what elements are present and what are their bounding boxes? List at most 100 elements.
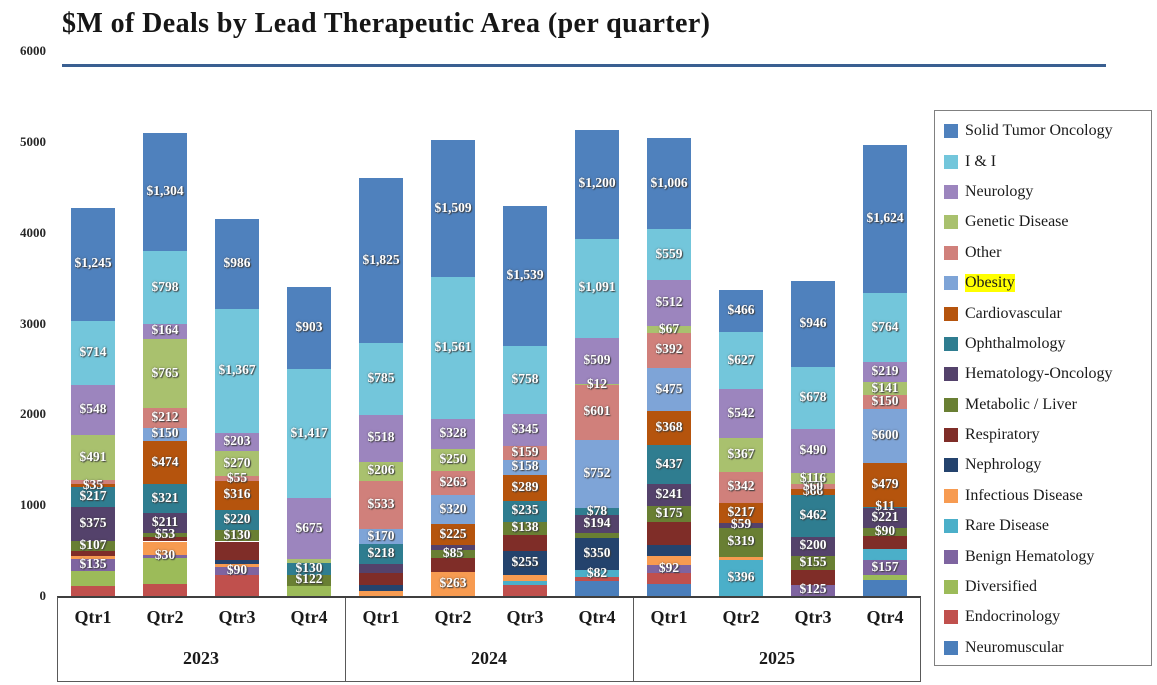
- bar-segment: [863, 463, 907, 507]
- bar-segment: [575, 385, 619, 440]
- bar-segment: [647, 544, 691, 556]
- bar-segment: [143, 555, 187, 558]
- segment-value-label: $375: [79, 514, 107, 530]
- bar-segment: [431, 524, 475, 545]
- bar-segment: [359, 584, 403, 591]
- bar-segment: [575, 337, 619, 384]
- y-axis-tick-label: 0: [39, 588, 47, 603]
- segment-value-label: $509: [583, 351, 611, 367]
- bar-segment: [143, 251, 187, 324]
- legend-item-endocrinology: Endocrinology: [935, 602, 1151, 632]
- bar-segment: [359, 572, 403, 585]
- bar-segment: [431, 572, 475, 596]
- legend-label: Diversified: [965, 578, 1037, 596]
- legend-item-diversified: Diversified: [935, 572, 1151, 602]
- bar-segment: [71, 506, 115, 541]
- y-axis-tick-label: 1000: [20, 497, 46, 513]
- legend-item-neuromuscular: Neuromuscular: [935, 633, 1151, 663]
- bar-segment: [215, 529, 259, 542]
- x-axis-quarter-label: Qtr4: [578, 607, 616, 627]
- segment-value-label: $122: [295, 571, 323, 587]
- chart-legend: Solid Tumor Oncology I & I Neurology Geneti…: [934, 110, 1152, 666]
- bar-segment: [791, 367, 835, 429]
- bar-segment: [647, 444, 691, 485]
- x-axis-quarter-label: Qtr1: [362, 607, 400, 627]
- bar-segment: [215, 481, 259, 510]
- segment-value-label: $437: [655, 455, 683, 471]
- bar-segment: [863, 527, 907, 536]
- bar-segment: [71, 385, 115, 436]
- bar-segment: [71, 487, 115, 507]
- segment-value-label: $66: [802, 483, 824, 499]
- bar-segment: [575, 238, 619, 338]
- bar-segment: [143, 541, 187, 556]
- segment-value-label: $479: [871, 475, 899, 491]
- segment-value-label: $220: [223, 510, 251, 526]
- segment-value-label: $85: [442, 544, 464, 560]
- bar-segment: [503, 474, 547, 501]
- bar-segment: [287, 563, 331, 575]
- segment-value-label: $316: [223, 486, 251, 502]
- segment-value-label: $518: [367, 429, 395, 445]
- y-axis-tick-label: 2000: [20, 406, 46, 422]
- bar-segment: [503, 445, 547, 461]
- bar-segment: [359, 461, 403, 481]
- legend-item-metabolic-liver: Metabolic / Liver: [935, 390, 1151, 420]
- bar-segment: [575, 129, 619, 239]
- segment-value-label: $90: [874, 522, 896, 538]
- bar-segment: [647, 411, 691, 445]
- bar-segment: [503, 534, 547, 552]
- bar-segment: [863, 507, 907, 528]
- legend-swatch-icon: [944, 519, 958, 534]
- x-axis-year-label: 2023: [183, 648, 219, 668]
- y-axis-tick-label: 3000: [20, 315, 46, 331]
- bar-segment: [215, 563, 259, 567]
- segment-value-label: $159: [511, 443, 539, 459]
- bar-segment: [575, 538, 619, 570]
- bar-segment: [791, 489, 835, 496]
- bar-segment: [359, 528, 403, 545]
- bar-segment: [143, 484, 187, 514]
- bar-segment: [287, 586, 331, 596]
- bar-segment: [647, 484, 691, 507]
- x-axis-quarter-label: Qtr4: [866, 607, 904, 627]
- bar-segment: [503, 345, 547, 415]
- bar-segment: [215, 575, 259, 596]
- bar-segment: [791, 555, 835, 570]
- segment-value-label: $138: [511, 519, 539, 535]
- legend-swatch-icon: [944, 458, 958, 473]
- segment-value-label: $1,417: [290, 424, 328, 440]
- segment-value-label: $135: [79, 555, 107, 571]
- segment-value-label: $90: [226, 562, 248, 578]
- segment-value-label: $627: [727, 351, 755, 367]
- bar-segment: [215, 219, 259, 309]
- legend-label: Neurology: [965, 182, 1034, 200]
- legend-swatch-icon: [944, 397, 958, 412]
- bar-segment: [719, 556, 763, 561]
- legend-item-infectious-disease: Infectious Disease: [935, 481, 1151, 511]
- bar-segment: [503, 581, 547, 586]
- segment-value-label: $542: [727, 404, 755, 420]
- bar-segment: [719, 502, 763, 523]
- bar-segment: [215, 509, 259, 530]
- segment-value-label: $170: [367, 527, 395, 543]
- segment-value-label: $130: [295, 560, 323, 576]
- segment-value-label: $678: [799, 389, 827, 405]
- segment-value-label: $764: [871, 318, 899, 334]
- bar-segment: [647, 229, 691, 280]
- legend-swatch-icon: [944, 640, 958, 655]
- segment-value-label: $1,825: [362, 251, 400, 267]
- segment-value-label: $130: [223, 526, 251, 542]
- segment-value-label: $798: [151, 278, 179, 294]
- bar-segment: [575, 507, 619, 516]
- bar-segment: [647, 279, 691, 327]
- segment-value-label: $319: [727, 533, 755, 549]
- legend-swatch-icon: [944, 610, 958, 625]
- segment-value-label: $474: [151, 453, 179, 469]
- bar-segment: [287, 498, 331, 560]
- segment-value-label: $475: [655, 380, 683, 396]
- segment-value-label: $342: [727, 478, 755, 494]
- bar-segment: [143, 408, 187, 428]
- bar-segment: [143, 532, 187, 538]
- y-axis-tick-label: 6000: [20, 43, 46, 58]
